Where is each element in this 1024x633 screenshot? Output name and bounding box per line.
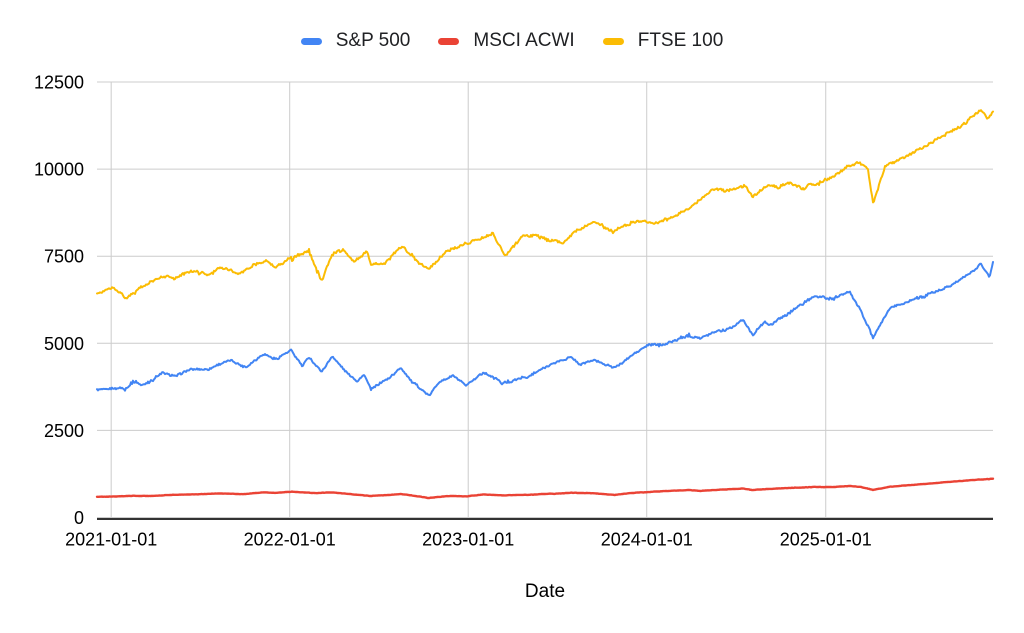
- y-tick-label: 12500: [34, 73, 84, 93]
- y-tick-label: 10000: [34, 160, 84, 180]
- legend-swatch-ftse100: [602, 37, 624, 45]
- y-tick-label: 7500: [44, 247, 84, 267]
- legend-item-ftse100: FTSE 100: [602, 30, 724, 52]
- chart-legend: S&P 500 MSCI ACWI FTSE 100: [0, 30, 1024, 52]
- y-tick-label: 2500: [44, 421, 84, 441]
- legend-item-msci-acwi: MSCI ACWI: [438, 30, 575, 52]
- x-tick-label: 2022-01-01: [244, 530, 336, 550]
- x-tick-label: 2021-01-01: [65, 530, 157, 550]
- legend-label-ftse100: FTSE 100: [637, 30, 724, 51]
- x-tick-label: 2023-01-01: [422, 530, 514, 550]
- y-tick-label: 5000: [44, 334, 84, 354]
- series-line-s-p-500: [96, 261, 994, 397]
- x-axis-title: Date: [524, 581, 566, 602]
- legend-swatch-sp500: [300, 37, 322, 45]
- x-tick-label: 2025-01-01: [780, 530, 872, 550]
- x-tick-label: 2024-01-01: [601, 530, 693, 550]
- series-line-ftse-100: [96, 109, 994, 300]
- legend-item-sp500: S&P 500: [300, 30, 411, 52]
- legend-label-msci-acwi: MSCI ACWI: [473, 30, 575, 51]
- series-line-msci-acwi: [95, 477, 995, 500]
- legend-swatch-msci-acwi: [438, 37, 460, 45]
- legend-label-sp500: S&P 500: [335, 30, 411, 51]
- y-tick-label: 0: [74, 508, 84, 528]
